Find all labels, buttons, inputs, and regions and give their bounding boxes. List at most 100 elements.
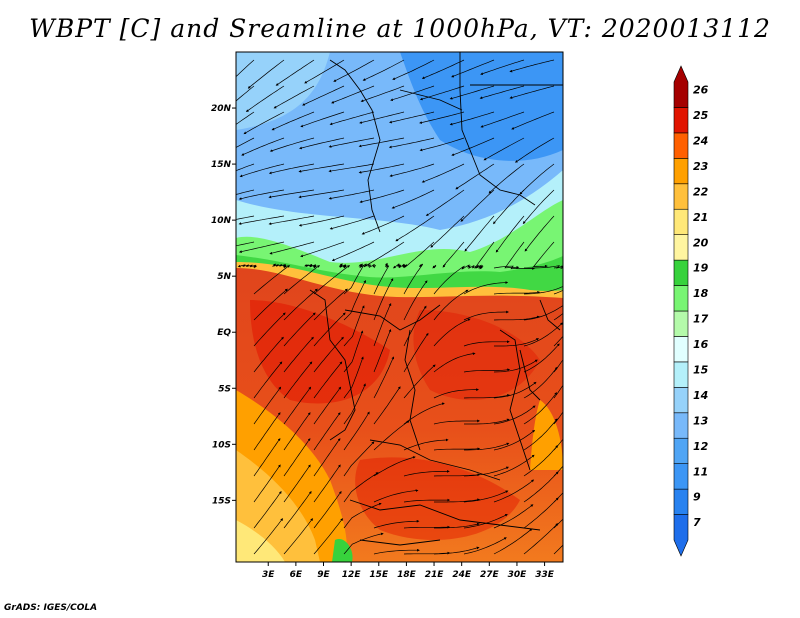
streamline: [373, 278, 394, 321]
streamline: [298, 163, 345, 173]
colorbar-label: 25: [693, 109, 709, 122]
streamline: [493, 504, 534, 529]
streamline: [343, 330, 364, 373]
colorbar-label: 17: [693, 313, 709, 326]
streamline: [269, 137, 315, 152]
streamline: [493, 315, 540, 321]
streamline: [328, 189, 375, 200]
lon-tick-label: 18E: [397, 570, 417, 580]
streamline: [433, 289, 469, 321]
streamline: [522, 189, 555, 225]
streamline: [495, 215, 525, 253]
streamline: [403, 525, 451, 529]
streamline: [392, 59, 435, 80]
streamline: [553, 492, 563, 503]
streamline: [493, 429, 536, 451]
lat-tick-label: 10S: [212, 440, 231, 450]
grads-credit: GrADS: IGES/COLA: [4, 603, 98, 613]
streamline: [449, 85, 495, 100]
lon-tick-label: 21E: [425, 570, 445, 580]
streamline: [237, 264, 257, 269]
streamline: [425, 189, 465, 216]
streamline: [373, 420, 410, 451]
streamline: [523, 286, 563, 295]
streamline: [553, 265, 563, 270]
streamline: [523, 471, 559, 503]
streamline: [474, 241, 495, 269]
colorbar-legend: 7 9 11 12 13 14 15 16 17 18 19 20 21 22 23 24 25 26: [673, 65, 709, 557]
streamline: [360, 85, 405, 103]
streamline: [236, 59, 255, 78]
streamline: [553, 312, 563, 321]
streamline: [241, 137, 285, 156]
streamline: [373, 356, 395, 399]
lon-tick-label: 15E: [369, 570, 389, 580]
streamline: [283, 438, 311, 477]
streamline: [238, 241, 285, 253]
streamline: [504, 241, 525, 269]
streamline: [403, 498, 451, 503]
streamline: [403, 402, 445, 425]
streamline: [236, 85, 255, 102]
streamline: [390, 85, 435, 101]
colorbar-label: 20: [693, 236, 709, 249]
streamline: [493, 265, 535, 270]
streamline: [553, 465, 563, 477]
streamline: [523, 343, 560, 373]
streamline: [238, 189, 285, 200]
streamline: [359, 111, 405, 124]
streamline: [523, 523, 559, 555]
streamline: [300, 241, 345, 258]
streamline: [343, 472, 379, 503]
colorbar-swatch: [673, 514, 689, 557]
colorbar-swatch: [673, 310, 689, 337]
streamline: [313, 490, 342, 529]
streamline: [253, 518, 284, 555]
streamline: [283, 490, 312, 529]
streamline: [532, 241, 555, 268]
lon-tick-label: 3E: [262, 570, 275, 580]
streamline: [553, 438, 563, 451]
lat-tick-label: 15S: [212, 496, 231, 506]
streamline: [373, 303, 392, 347]
colorbar-label: 23: [693, 160, 709, 173]
lat-tick-label: EQ: [217, 328, 231, 338]
streamline: [464, 418, 510, 425]
streamline: [239, 163, 285, 178]
streamlines: [236, 59, 563, 555]
streamline: [433, 419, 480, 425]
streamline: [313, 386, 342, 425]
streamline: [488, 163, 525, 194]
streamline: [463, 466, 509, 477]
lon-tick-label: 30E: [508, 570, 528, 580]
streamline: [463, 281, 509, 295]
streamline: [403, 470, 450, 477]
streamline: [419, 111, 465, 124]
lon-tick-label: 6E: [290, 570, 303, 580]
streamline: [268, 189, 315, 199]
streamline: [373, 262, 390, 295]
streamline: [302, 85, 345, 106]
streamline: [493, 479, 535, 503]
streamline: [331, 85, 375, 104]
colorbar-swatch: [673, 107, 689, 134]
colorbar-label: 9: [693, 491, 701, 504]
streamline: [433, 318, 471, 347]
streamline: [253, 490, 282, 529]
streamline: [328, 163, 375, 173]
colorbar-swatch: [673, 387, 689, 414]
colorbar-swatch: [673, 488, 689, 515]
streamline: [343, 356, 364, 399]
streamline: [373, 386, 401, 425]
streamline: [403, 438, 449, 451]
streamline: [493, 405, 536, 425]
streamline: [524, 215, 555, 252]
streamline: [247, 59, 285, 89]
streamline: [553, 289, 563, 295]
streamline: [300, 111, 345, 128]
streamline: [236, 163, 255, 172]
streamline: [283, 312, 316, 347]
streamline: [343, 383, 366, 425]
streamline: [253, 265, 291, 295]
streamline: [313, 464, 341, 503]
